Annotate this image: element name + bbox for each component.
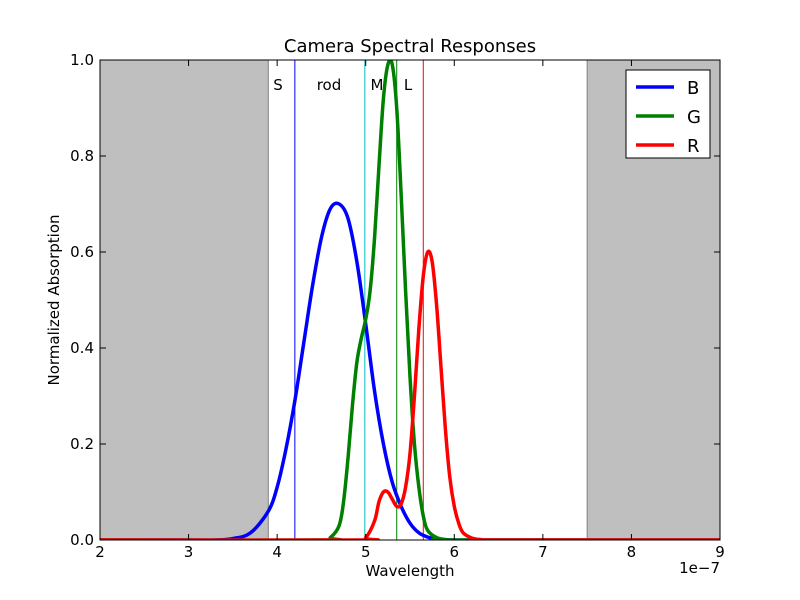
shaded-region-0: [100, 60, 269, 540]
legend-label-B: B: [687, 78, 699, 99]
x-tick-label: 7: [538, 543, 548, 561]
y-tick-label: 0.4: [70, 339, 94, 357]
x-tick-label: 8: [627, 543, 637, 561]
series-line-B: [100, 201, 720, 540]
vline-label-M: M: [371, 76, 384, 94]
x-tick-label: 4: [272, 543, 282, 561]
x-tick-label: 6: [450, 543, 460, 561]
x-tick-label: 2: [95, 543, 105, 561]
legend-label-G: G: [687, 107, 701, 128]
vline-label-S: S: [273, 76, 283, 94]
x-tick-label: 3: [184, 543, 194, 561]
axes-frame: [99, 59, 721, 541]
y-tick-label: 0.8: [70, 147, 94, 165]
y-tick-label: 0.6: [70, 243, 94, 261]
vline-label-L: L: [404, 76, 413, 94]
legend: BGR: [625, 69, 711, 159]
legend-label-R: R: [687, 136, 700, 157]
x-tick-label: 9: [715, 543, 725, 561]
y-tick-label: 1.0: [70, 51, 94, 69]
y-axis-label: Normalized Absorption: [45, 214, 63, 385]
chart-title: Camera Spectral Responses: [284, 36, 536, 57]
x-offset-label: 1e−7: [679, 559, 720, 577]
series-line-G: [100, 60, 720, 540]
x-axis-label: Wavelength: [366, 562, 455, 580]
vline-label-rod: rod: [317, 76, 342, 94]
ticks: 2 3 4 5 6 7 8 9 0.0 0.2 0.4 0.6 0.8 1.0: [70, 51, 725, 561]
y-tick-label: 0.2: [70, 435, 94, 453]
y-tick-label: 0.0: [70, 531, 94, 549]
series-line-R: [100, 249, 720, 540]
x-tick-label: 5: [361, 543, 371, 561]
